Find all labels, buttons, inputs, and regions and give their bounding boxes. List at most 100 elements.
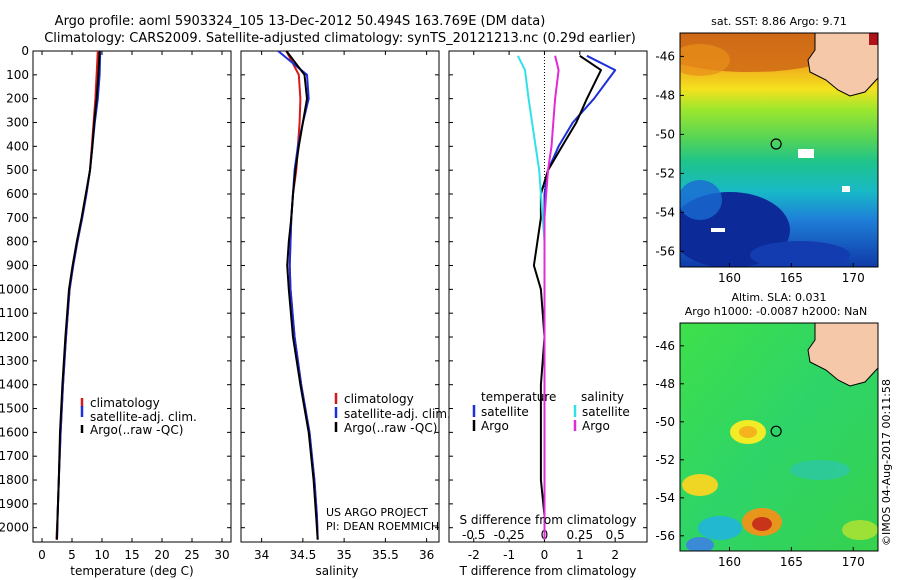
sla-map-title-line2: Argo h1000: -0.0087 h2000: NaN bbox=[685, 305, 868, 318]
series-line-argo-raw-qc bbox=[56, 50, 101, 540]
depth-tick-label: 800 bbox=[6, 235, 29, 249]
longitude-tick-label: 165 bbox=[780, 555, 803, 569]
depth-tick-label: 1400 bbox=[0, 378, 29, 392]
latitude-tick-label: -46 bbox=[655, 339, 675, 353]
s-difference-label: S difference from climatology bbox=[460, 513, 637, 527]
series-line-s-argo bbox=[543, 55, 560, 540]
x-tick-label: 35.5 bbox=[372, 548, 399, 562]
sst-map-title: sat. SST: 8.86 Argo: 9.71 bbox=[711, 15, 847, 28]
depth-tick-label: 400 bbox=[6, 139, 29, 153]
salinity-axes-box bbox=[240, 50, 440, 543]
longitude-tick-label: 170 bbox=[842, 555, 865, 569]
latitude-tick-label: -56 bbox=[655, 529, 675, 543]
sst-cold-patch bbox=[680, 180, 722, 220]
salinity-legend: climatology satellite-adj. clim. Argo(..… bbox=[334, 392, 451, 435]
legend-label-satellite: satellite-adj. clim. bbox=[90, 410, 197, 424]
legend-title-salinity: salinity bbox=[581, 390, 624, 404]
legend-label-argo: Argo(..raw -QC) bbox=[90, 423, 183, 437]
latitude-tick-label: -56 bbox=[655, 244, 675, 258]
salinity-xlabel: salinity bbox=[315, 564, 358, 578]
sst-features bbox=[680, 33, 878, 267]
x-tick-label: 30 bbox=[214, 548, 229, 562]
temperature-x-axis: 0 5 10 15 20 25 30 bbox=[38, 51, 230, 562]
s-difference-axis: -0.5 -0.25 0 0.25 0.5 bbox=[462, 528, 625, 542]
legend-label-s-argo: Argo bbox=[582, 419, 610, 433]
x-tick-label: 34.5 bbox=[290, 548, 317, 562]
latitude-tick-label: -54 bbox=[655, 205, 675, 219]
depth-tick-label: 2000 bbox=[0, 521, 29, 535]
project-credit: US ARGO PROJECT bbox=[326, 506, 428, 519]
depth-axis: 0 100 200 300 400 500 600 700 800 900 1000 1100 1200… bbox=[0, 44, 231, 535]
latitude-tick-label: -48 bbox=[655, 377, 675, 391]
latitude-tick-label: -50 bbox=[655, 127, 675, 141]
difference-panel: -2 -1 0 1 2 -0.5 -0.25 0 0.25 0.5 T difference f… bbox=[448, 50, 648, 578]
s-difference-tick-label: 0.5 bbox=[606, 528, 625, 542]
t-difference-xlabel: T difference from climatology bbox=[459, 564, 637, 578]
depth-tick-label: 1000 bbox=[0, 282, 29, 296]
difference-axes-box bbox=[448, 50, 648, 543]
depth-tick-label: 600 bbox=[6, 187, 29, 201]
latitude-tick-label: -52 bbox=[655, 453, 675, 467]
latitude-tick-label: -52 bbox=[655, 166, 675, 180]
series-line-argo-raw-qc bbox=[285, 50, 319, 540]
x-tick-label: -2 bbox=[468, 548, 480, 562]
temperature-legend: climatology satellite-adj. clim. Argo(..… bbox=[80, 396, 197, 437]
x-tick-label: 0 bbox=[541, 548, 549, 562]
salinity-panel: 34 34.5 35 35.5 36 salinity climatology sate… bbox=[240, 50, 451, 578]
sla-high-core bbox=[739, 426, 757, 438]
x-tick-label: 35 bbox=[336, 548, 351, 562]
sla-low-patch bbox=[686, 537, 714, 551]
sla-high-patch bbox=[842, 520, 878, 540]
sla-map-frame bbox=[679, 322, 879, 552]
sst-map-panel: 160 165 170 -46 -48 -50 -52 -54 -56 sat. SST: 8… bbox=[655, 15, 879, 285]
sst-missing-data bbox=[842, 186, 850, 192]
x-tick-label: 25 bbox=[184, 548, 199, 562]
new-zealand-land bbox=[807, 323, 878, 387]
salinity-series bbox=[277, 50, 319, 540]
sst-warm-patch bbox=[680, 44, 730, 76]
sla-map-panel: 160 165 170 -46 -48 -50 -52 -54 -56 Altim. SLA:… bbox=[655, 291, 879, 569]
sla-high-patch bbox=[682, 474, 718, 496]
s-difference-tick-label: -0.25 bbox=[494, 528, 525, 542]
legend-label-climatology: climatology bbox=[344, 392, 414, 406]
depth-tick-label: 900 bbox=[6, 259, 29, 273]
legend-label-s-satellite: satellite bbox=[582, 405, 630, 419]
sst-longitude-axis: 160 165 170 bbox=[718, 263, 865, 285]
depth-tick-label: 1300 bbox=[0, 354, 29, 368]
x-tick-label: 0 bbox=[38, 548, 46, 562]
sst-latitude-axis: -46 -48 -50 -52 -54 -56 bbox=[655, 49, 684, 258]
sst-missing-data bbox=[711, 228, 725, 232]
depth-tick-label: 300 bbox=[6, 116, 29, 130]
new-zealand-land bbox=[807, 33, 878, 97]
depth-tick-label: 700 bbox=[6, 211, 29, 225]
x-tick-label: 34 bbox=[254, 548, 269, 562]
depth-tick-label: 200 bbox=[6, 92, 29, 106]
temperature-panel: 0100200300400500600700800900100011001200… bbox=[0, 44, 232, 578]
depth-tick-label: 1700 bbox=[0, 449, 29, 463]
legend-label-t-satellite: satellite bbox=[481, 405, 529, 419]
difference-series bbox=[517, 54, 617, 540]
argo-float-marker bbox=[770, 138, 782, 150]
t-difference-x-axis: -2 -1 0 1 2 bbox=[468, 51, 619, 562]
s-difference-tick-label: 0.25 bbox=[566, 528, 593, 542]
x-tick-label: 15 bbox=[124, 548, 139, 562]
temperature-axes-box bbox=[32, 50, 232, 543]
x-tick-label: 36 bbox=[419, 548, 434, 562]
series-line-t-argo bbox=[532, 54, 602, 540]
temperature-xlabel: temperature (deg C) bbox=[70, 564, 193, 578]
depth-tick-label: 500 bbox=[6, 163, 29, 177]
legend-title-temperature: temperature bbox=[481, 390, 556, 404]
sla-features bbox=[682, 323, 878, 551]
salinity-x-axis: 34 34.5 35 35.5 36 bbox=[254, 51, 434, 562]
latitude-tick-label: -48 bbox=[655, 88, 675, 102]
x-tick-label: 1 bbox=[576, 548, 584, 562]
legend-label-argo: Argo(..raw -QC) bbox=[344, 421, 437, 435]
sst-map-frame bbox=[679, 32, 879, 268]
longitude-tick-label: 160 bbox=[718, 555, 741, 569]
legend-label-t-argo: Argo bbox=[481, 419, 509, 433]
header-title-line1: Argo profile: aoml 5903324_105 13-Dec-20… bbox=[55, 14, 546, 29]
sla-longitude-axis: 160 165 170 bbox=[718, 547, 865, 569]
sla-low-patch bbox=[790, 460, 850, 480]
longitude-tick-label: 165 bbox=[780, 271, 803, 285]
